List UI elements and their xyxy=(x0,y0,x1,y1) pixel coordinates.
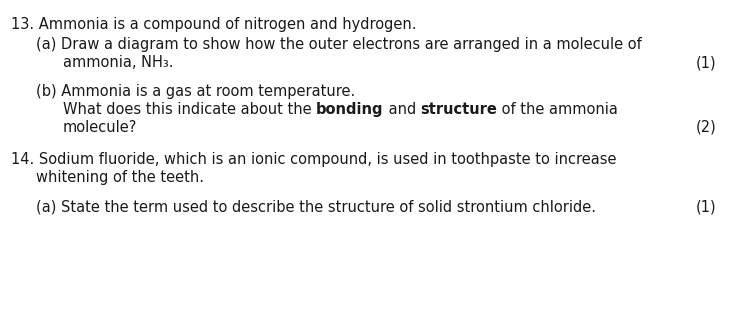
Text: 14. Sodium fluoride, which is an ionic compound, is used in toothpaste to increa: 14. Sodium fluoride, which is an ionic c… xyxy=(11,152,616,167)
Text: 13. Ammonia is a compound of nitrogen and hydrogen.: 13. Ammonia is a compound of nitrogen an… xyxy=(11,17,417,32)
Text: (b) Ammonia is a gas at room temperature.: (b) Ammonia is a gas at room temperature… xyxy=(36,84,354,99)
Text: (1): (1) xyxy=(696,55,716,70)
Text: What does this indicate about the: What does this indicate about the xyxy=(63,102,316,117)
Text: (a) Draw a diagram to show how the outer electrons are arranged in a molecule of: (a) Draw a diagram to show how the outer… xyxy=(36,37,642,52)
Text: ammonia, NH₃.: ammonia, NH₃. xyxy=(63,55,173,70)
Text: of the ammonia: of the ammonia xyxy=(497,102,619,117)
Text: structure: structure xyxy=(420,102,497,117)
Text: molecule?: molecule? xyxy=(63,120,138,135)
Text: bonding: bonding xyxy=(316,102,383,117)
Text: (a) State the term used to describe the structure of solid strontium chloride.: (a) State the term used to describe the … xyxy=(36,200,596,215)
Text: (2): (2) xyxy=(696,120,716,135)
Text: whitening of the teeth.: whitening of the teeth. xyxy=(36,170,204,185)
Text: (1): (1) xyxy=(696,200,716,215)
Text: and: and xyxy=(383,102,420,117)
